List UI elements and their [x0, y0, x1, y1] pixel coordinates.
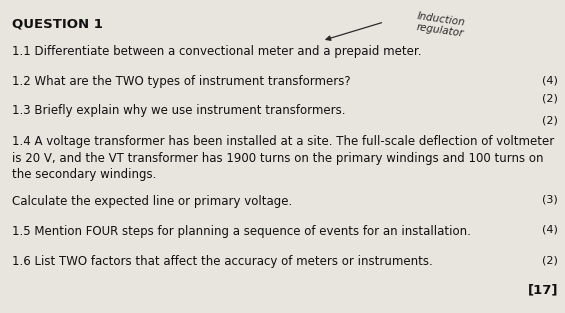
Text: (4): (4) — [542, 225, 558, 235]
Text: 1.4 A voltage transformer has been installed at a site. The full-scale deflectio: 1.4 A voltage transformer has been insta… — [12, 135, 555, 148]
Text: is 20 V, and the VT transformer has 1900 turns on the primary windings and 100 t: is 20 V, and the VT transformer has 1900… — [12, 152, 544, 165]
Text: 1.2 What are the TWO types of instrument transformers?: 1.2 What are the TWO types of instrument… — [12, 75, 351, 88]
Text: Induction
regulator: Induction regulator — [415, 11, 467, 39]
Text: (2): (2) — [542, 94, 558, 104]
Text: 1.3 Briefly explain why we use instrument transformers.: 1.3 Briefly explain why we use instrumen… — [12, 104, 346, 117]
Text: [17]: [17] — [528, 283, 559, 296]
Text: Calculate the expected line or primary voltage.: Calculate the expected line or primary v… — [12, 195, 293, 208]
Text: (2): (2) — [542, 255, 558, 265]
Text: 1.1 Differentiate between a convectional meter and a prepaid meter.: 1.1 Differentiate between a convectional… — [12, 45, 422, 59]
Text: 1.5 Mention FOUR steps for planning a sequence of events for an installation.: 1.5 Mention FOUR steps for planning a se… — [12, 225, 471, 238]
Text: the secondary windings.: the secondary windings. — [12, 168, 157, 182]
Text: (3): (3) — [542, 195, 558, 205]
Text: (2): (2) — [542, 116, 558, 126]
Text: (4): (4) — [542, 75, 558, 85]
Text: 1.6 List TWO factors that affect the accuracy of meters or instruments.: 1.6 List TWO factors that affect the acc… — [12, 255, 433, 268]
Text: QUESTION 1: QUESTION 1 — [12, 17, 103, 30]
